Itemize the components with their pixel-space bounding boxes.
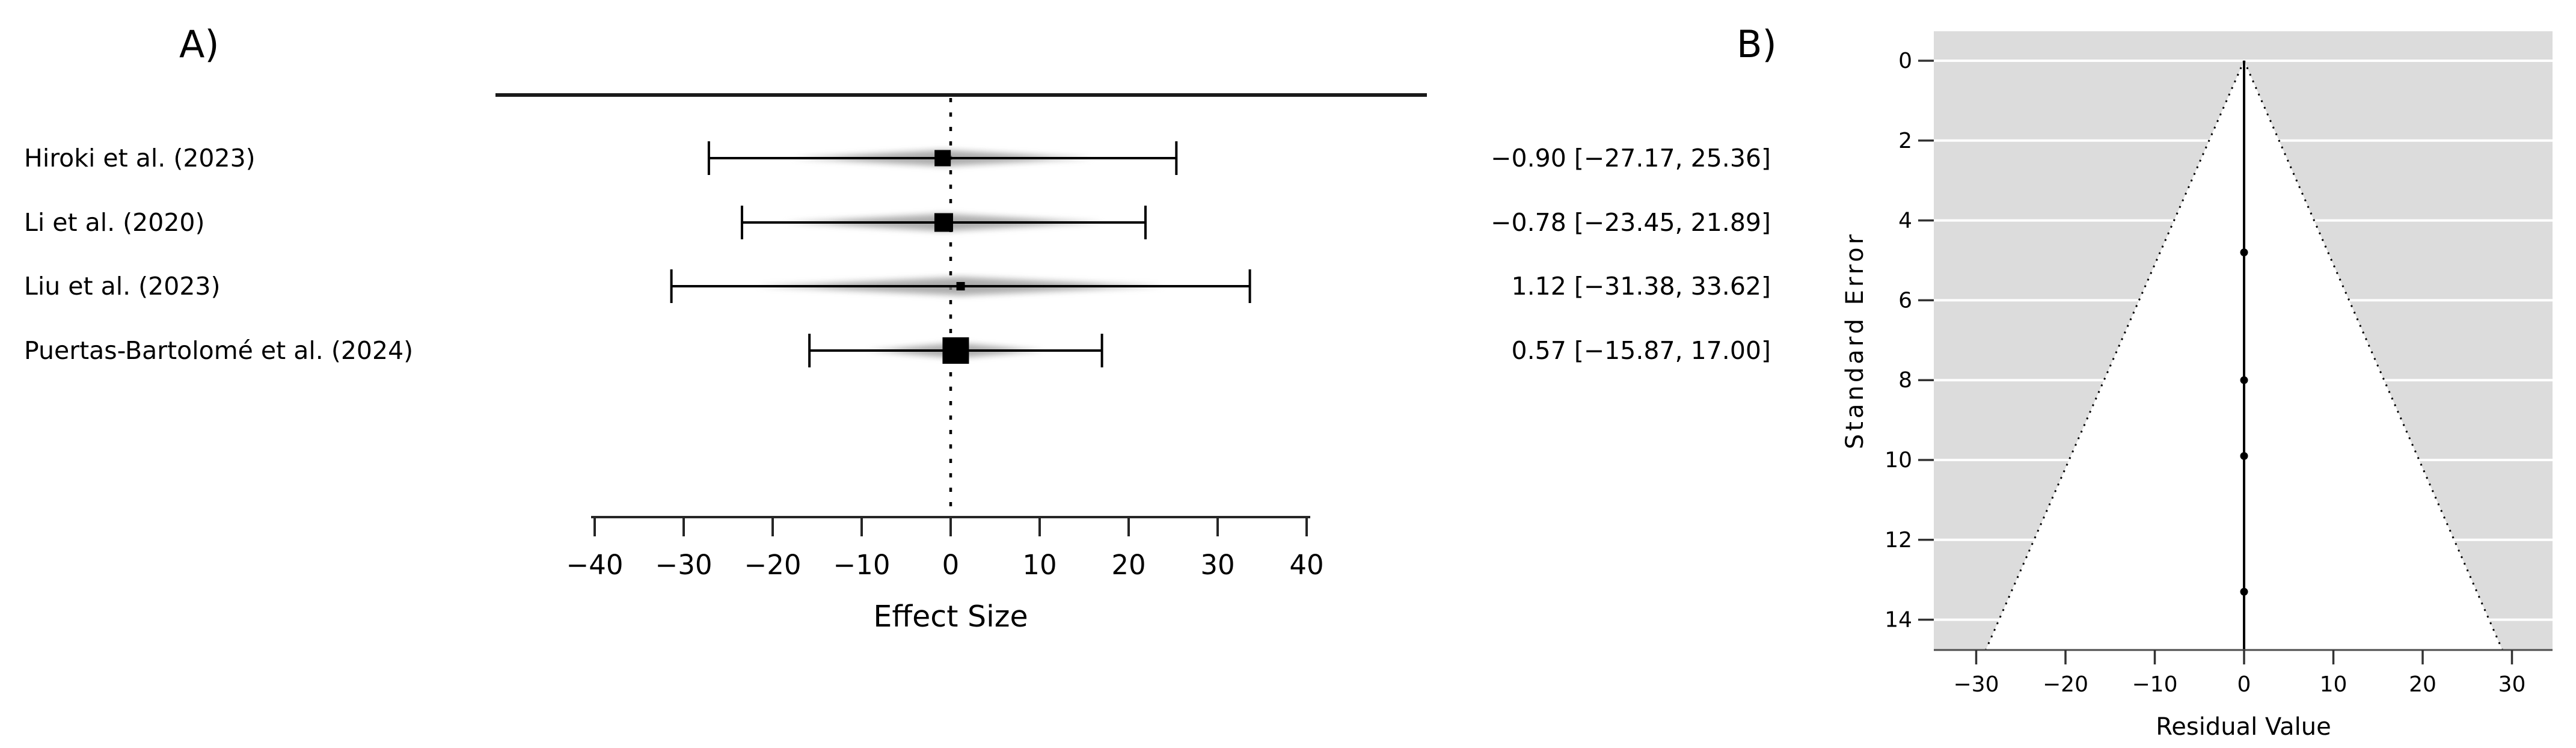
estimate-annotation: 0.57 [−15.87, 17.00] [1512, 336, 1771, 365]
standard-error-axis-title: Standard Error [1841, 231, 1869, 449]
forest-plot-content: Hiroki et al. (2023) −0.90 [−27.17, 25.36… [24, 93, 1771, 581]
funnel-point [2240, 376, 2248, 384]
funnel-point [2240, 452, 2248, 460]
forest-plot-panel: A) Hiroki et al. (2023) −0.90 [−27.17, 25… [24, 22, 1771, 634]
effect-marker [942, 337, 969, 364]
y-axis-tick-label: 10 [1884, 448, 1912, 473]
funnel-point [2240, 587, 2248, 596]
x-axis-tick-label: 30 [2498, 672, 2526, 697]
study-label: Li et al. (2020) [24, 208, 205, 237]
effect-marker [934, 150, 951, 167]
panel-b-label: B) [1737, 22, 1777, 66]
axis-tick-label: −10 [833, 549, 891, 581]
study-label: Liu et al. (2023) [24, 272, 221, 301]
y-axis-tick-label: 8 [1898, 368, 1912, 393]
estimate-annotation: 1.12 [−31.38, 33.62] [1512, 272, 1771, 301]
study-label: Hiroki et al. (2023) [24, 144, 256, 173]
axis-tick-label: −30 [655, 549, 713, 581]
axis-tick-label: 30 [1200, 549, 1234, 581]
y-axis-tick-label: 4 [1898, 209, 1912, 233]
y-axis-tick-label: 6 [1898, 288, 1912, 313]
estimate-annotation: −0.78 [−23.45, 21.89] [1491, 208, 1771, 237]
panel-a-label: A) [179, 22, 219, 66]
y-axis-tick-label: 2 [1898, 129, 1912, 153]
x-axis-tick-label: 20 [2409, 672, 2436, 697]
x-axis-tick-label: −20 [2043, 672, 2088, 697]
residual-value-axis-title: Residual Value [2156, 713, 2331, 741]
effect-size-axis-title: Effect Size [873, 599, 1028, 634]
x-axis-tick-label: −10 [2132, 672, 2178, 697]
funnel-plot-content: 0 2 4 6 8 10 12 14 −30 −20 −10 0 10 20 30 [1884, 31, 2553, 697]
effect-marker [934, 213, 953, 232]
funnel-edge-right [2243, 60, 2503, 650]
x-axis-tick-label: 10 [2320, 672, 2348, 697]
funnel-plot-panel: B) 0 2 4 6 8 10 12 14 −30 −20 −10 0 10 20 30 Residual … [1737, 22, 2553, 741]
y-axis-tick-label: 0 [1898, 49, 1912, 73]
study-row: Liu et al. (2023) 1.12 [−31.38, 33.62] [24, 269, 1771, 303]
axis-tick-label: 40 [1289, 549, 1323, 581]
axis-tick-label: 0 [942, 549, 960, 581]
estimate-annotation: −0.90 [−27.17, 25.36] [1491, 144, 1771, 173]
axis-tick-label: 20 [1111, 549, 1145, 581]
study-row: Hiroki et al. (2023) −0.90 [−27.17, 25.36… [24, 141, 1771, 175]
axis-tick-label: 10 [1022, 549, 1056, 581]
study-label: Puertas-Bartolomé et al. (2024) [24, 336, 413, 365]
funnel-edge-left [1985, 60, 2245, 650]
axis-tick-label: −40 [566, 549, 624, 581]
funnel-point [2240, 248, 2248, 257]
y-axis-tick-label: 14 [1884, 608, 1912, 633]
effect-marker [956, 282, 965, 290]
x-axis-tick-label: −30 [1954, 672, 1999, 697]
y-axis-tick-label: 12 [1884, 528, 1912, 553]
axis-tick-label: −20 [744, 549, 802, 581]
study-row: Li et al. (2020) −0.78 [−23.45, 21.89] [24, 206, 1771, 239]
study-row: Puertas-Bartolomé et al. (2024) 0.57 [−15… [24, 334, 1771, 367]
x-axis-tick-label: 0 [2237, 672, 2251, 697]
